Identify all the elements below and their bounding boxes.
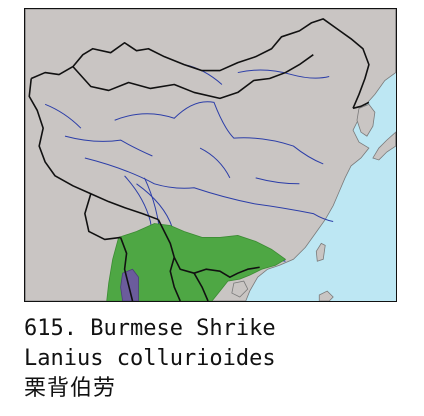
river-yangtze <box>84 157 334 223</box>
china-border-mongolia <box>72 54 314 100</box>
taiwan-island <box>315 242 326 262</box>
species-caption: 615. Burmese Shrike Lanius collurioides … <box>24 314 414 404</box>
river-central <box>199 147 231 179</box>
hainan-island <box>231 280 249 298</box>
resident-range <box>106 223 287 301</box>
china-border-south <box>157 219 260 278</box>
korean-peninsula <box>356 103 376 137</box>
river-upper-1 <box>64 135 153 157</box>
range-map <box>24 8 397 302</box>
river-east <box>255 177 300 185</box>
river-yellow <box>114 101 324 165</box>
china-border-north <box>30 18 370 109</box>
map-svg <box>25 9 396 301</box>
laos-border <box>169 257 181 301</box>
philippines-fragment <box>318 290 334 301</box>
india-border <box>84 193 121 241</box>
river-amur <box>237 69 330 79</box>
scientific-name: Lanius collurioides <box>24 346 276 371</box>
japan-islands <box>372 131 396 161</box>
chinese-name: 栗背伯劳 <box>24 376 117 401</box>
river-west <box>44 103 82 129</box>
korea-border <box>352 101 370 110</box>
vietnam-border <box>193 272 209 301</box>
myanmar-border <box>119 237 134 301</box>
species-number-name: 615. Burmese Shrike <box>24 316 276 341</box>
non-breeding-range <box>120 268 139 301</box>
country-borders <box>28 18 370 301</box>
china-border-west <box>28 78 159 221</box>
